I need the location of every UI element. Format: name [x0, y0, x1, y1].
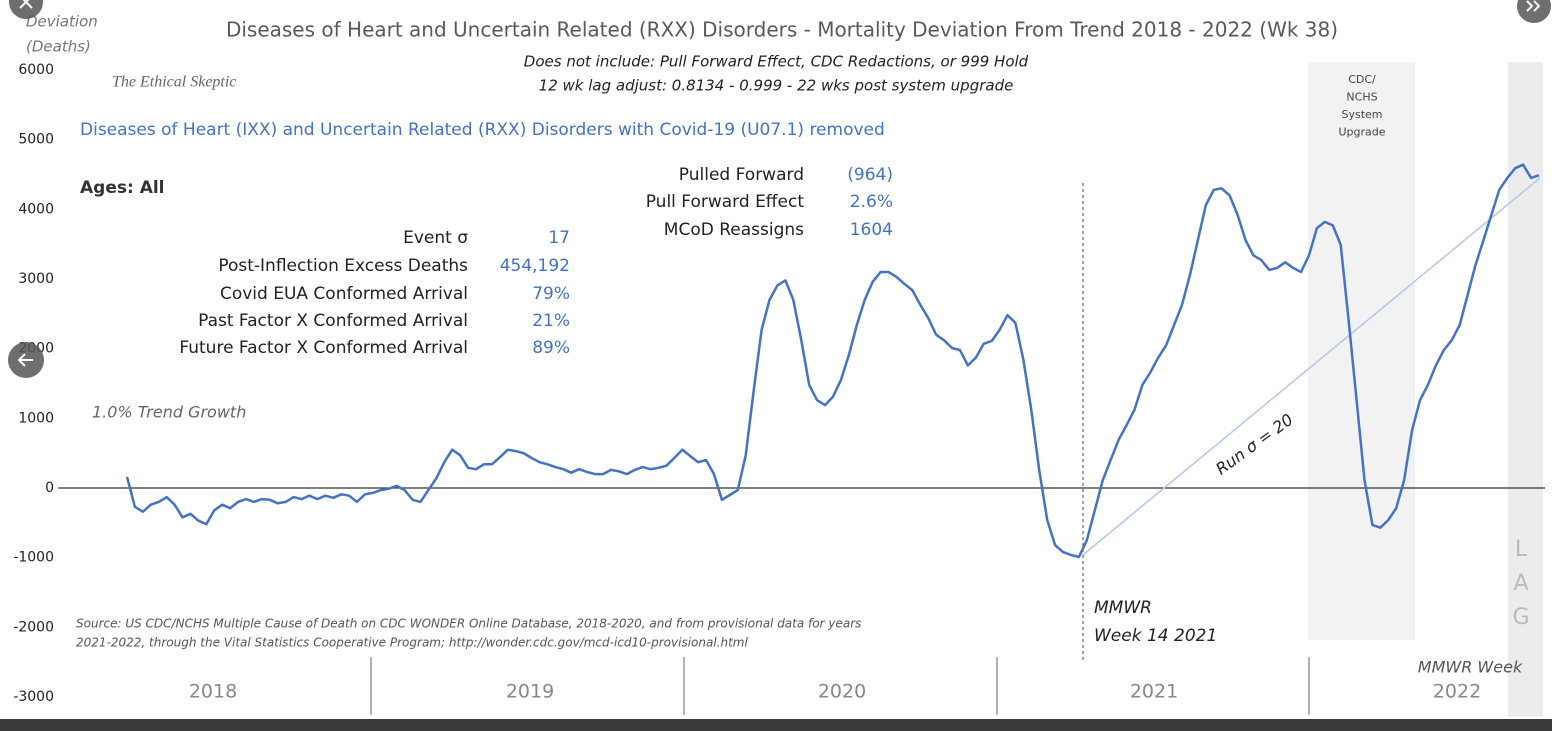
prev-button[interactable] — [8, 342, 44, 378]
ages-label: Ages: All — [80, 178, 165, 198]
y-tick-label: 3000 — [18, 271, 54, 287]
upgrade-label: System — [1341, 108, 1382, 121]
collapse-circle[interactable] — [1517, 0, 1551, 23]
trend-growth: 1.0% Trend Growth — [92, 403, 246, 422]
stat-value: 17 — [548, 228, 570, 248]
stat-label: MCoD Reassigns — [664, 220, 804, 240]
year-label: 2022 — [1433, 681, 1481, 703]
x-axis-label: MMWR Week — [1418, 658, 1523, 677]
upgrade-label: NCHS — [1346, 91, 1377, 104]
y-tick-label: 5000 — [18, 132, 54, 148]
note: Does not include: Pull Forward Effect, C… — [524, 53, 1029, 71]
lag-label: G — [1512, 605, 1529, 630]
watermark: The Ethical Skeptic — [112, 74, 236, 91]
inflection-label: Week 14 2021 — [1094, 626, 1217, 646]
stat-label: Past Factor X Conformed Arrival — [198, 311, 468, 331]
source: 2021-2022, through the Vital Statistics … — [76, 636, 748, 650]
collapse-icon — [1526, 0, 1541, 12]
stat-value: 21% — [532, 311, 570, 331]
close-button[interactable] — [9, 0, 43, 19]
stat-value: 79% — [532, 284, 570, 304]
year-label: 2019 — [506, 681, 554, 703]
stat-value: 89% — [532, 338, 570, 358]
stat-label: Pull Forward Effect — [646, 192, 805, 212]
y-tick-label: -1000 — [13, 550, 54, 566]
y-tick-label: 1000 — [18, 410, 54, 426]
trend-line — [1082, 177, 1541, 556]
viewer-bar — [0, 719, 1552, 731]
y-tick-label: -3000 — [13, 689, 54, 705]
close-circle[interactable] — [9, 0, 43, 19]
stat-label: Event σ — [403, 228, 468, 248]
upgrade-label: CDC/ — [1348, 73, 1376, 86]
stat-value: 454,192 — [500, 256, 570, 276]
year-label: 2020 — [818, 681, 866, 703]
year-label: 2021 — [1130, 681, 1178, 703]
lag-label: A — [1513, 571, 1528, 596]
upgrade-label: Upgrade — [1338, 126, 1385, 139]
lag-label: L — [1515, 537, 1528, 562]
stat-label: Post-Inflection Excess Deaths — [218, 256, 468, 276]
stat-value: (964) — [847, 165, 893, 185]
upgrade-band — [1308, 62, 1415, 640]
stat-value: 1604 — [850, 220, 893, 240]
stat-label: Future Factor X Conformed Arrival — [179, 338, 468, 358]
year-label: 2018 — [189, 681, 237, 703]
note: 12 wk lag adjust: 0.8134 - 0.999 - 22 wk… — [539, 77, 1014, 95]
stat-label: Covid EUA Conformed Arrival — [220, 284, 468, 304]
chart-title: Diseases of Heart and Uncertain Related … — [226, 18, 1338, 42]
collapse-button[interactable] — [1517, 0, 1551, 23]
subtitle: Diseases of Heart (IXX) and Uncertain Re… — [80, 120, 885, 140]
inflection-label: MMWR — [1094, 598, 1152, 618]
y-tick-label: 6000 — [18, 62, 54, 78]
y-axis-label: (Deaths) — [26, 38, 91, 56]
stat-label: Pulled Forward — [679, 165, 804, 185]
y-tick-label: 4000 — [18, 201, 54, 217]
stat-value: 2.6% — [850, 192, 893, 212]
y-tick-label: 0 — [45, 480, 54, 496]
close-icon — [19, 0, 33, 9]
series-line — [125, 163, 1540, 559]
year-dividers — [370, 657, 1310, 715]
prev-icon — [17, 353, 33, 367]
source: Source: US CDC/NCHS Multiple Cause of De… — [76, 617, 861, 631]
y-tick-label: -2000 — [13, 619, 54, 635]
y-axis-label: Deviation — [26, 13, 98, 31]
